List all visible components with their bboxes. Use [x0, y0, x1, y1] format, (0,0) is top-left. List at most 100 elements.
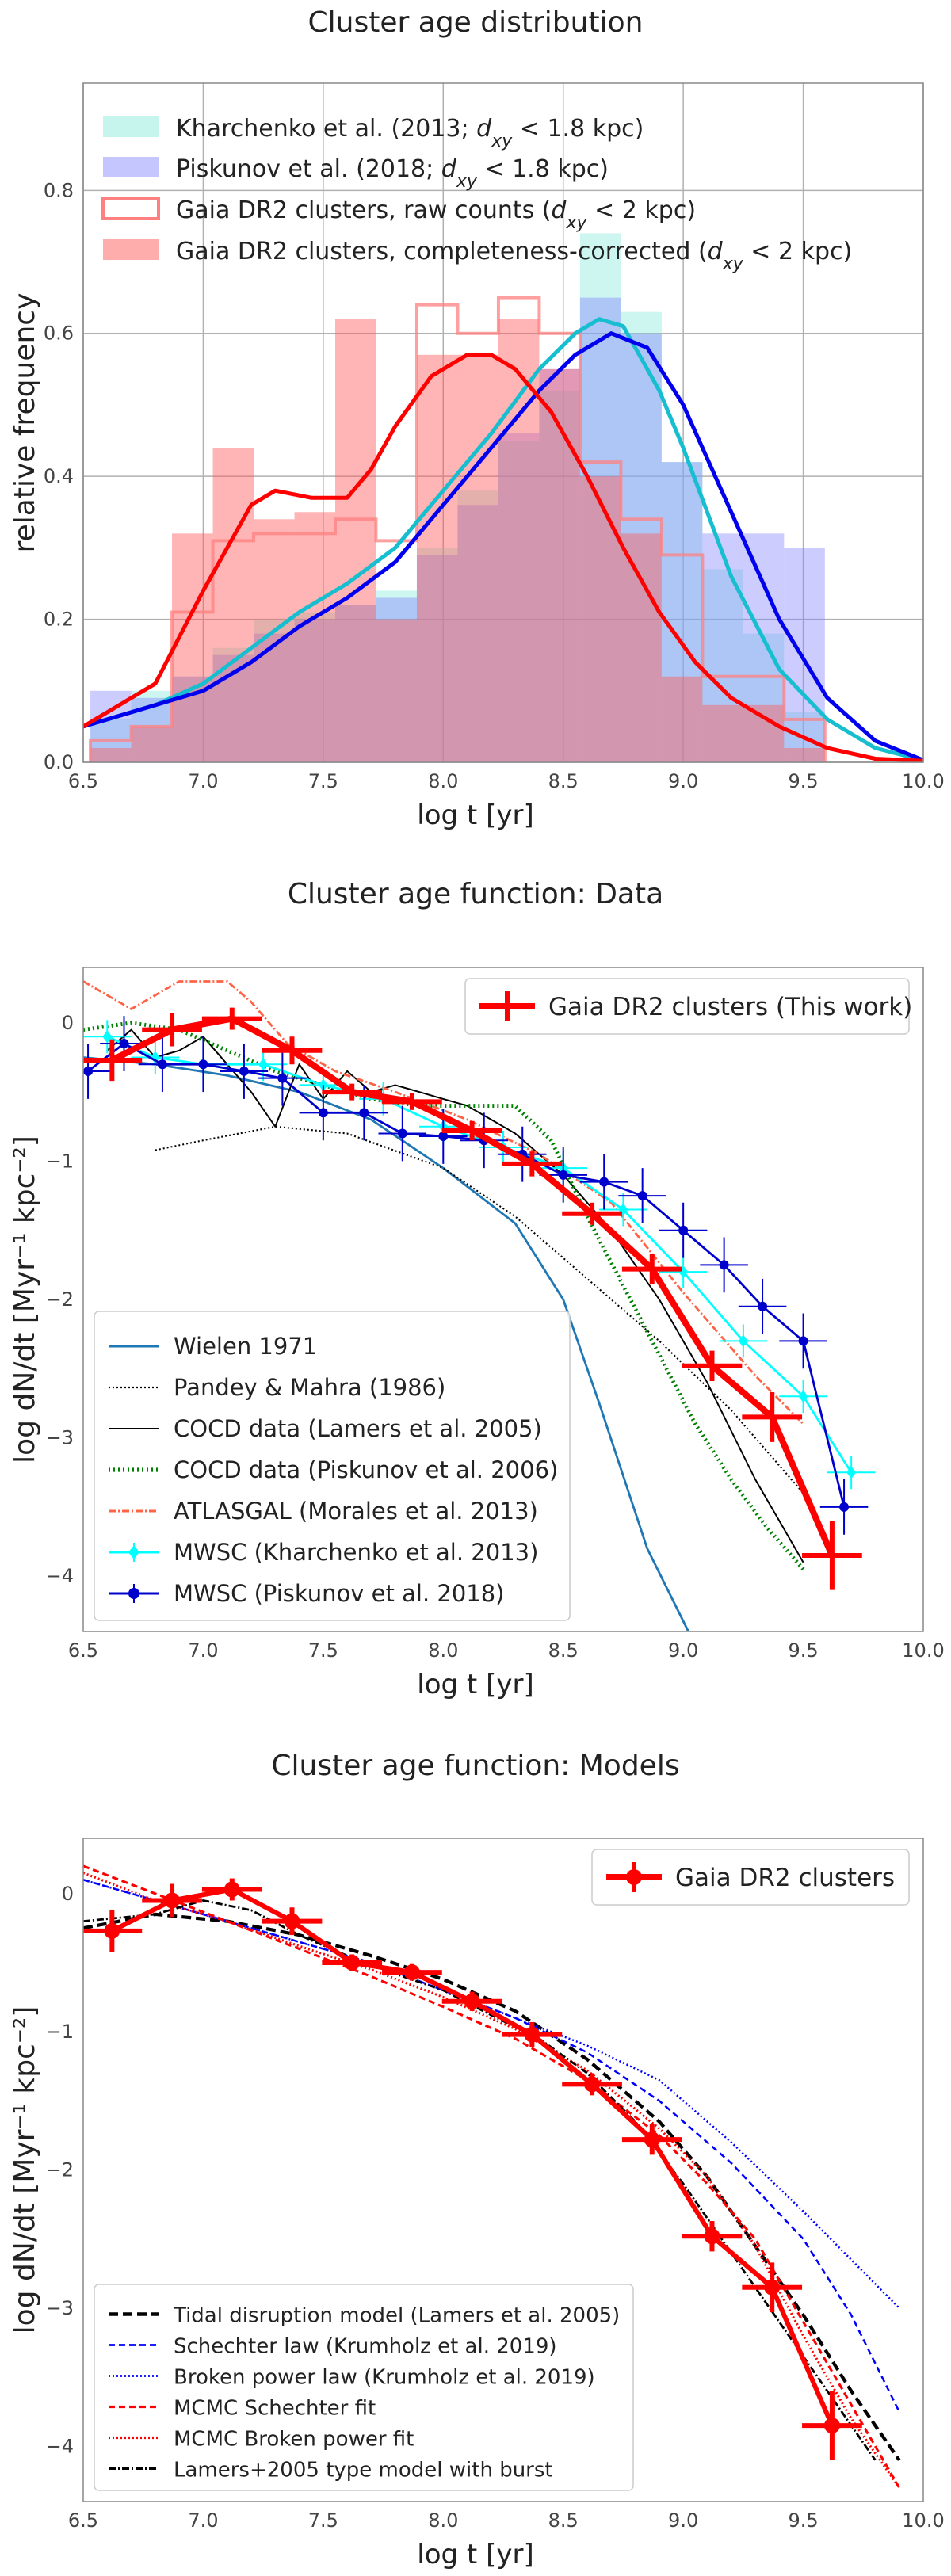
data-point [318, 1108, 328, 1118]
x-tick-label: 8.0 [428, 2509, 458, 2532]
series-line-2 [83, 1879, 900, 2309]
legend-swatch-2 [101, 197, 160, 220]
x-axis-label: log t [yr] [417, 1669, 533, 1700]
series-line-4 [83, 1872, 900, 2489]
legend-text-part: xy [566, 213, 588, 233]
legend-swatch-1 [103, 157, 158, 177]
chart-title: Cluster age function: Models [271, 1750, 679, 1782]
data-point [719, 1260, 729, 1270]
legend-label-6: MWSC (Piskunov et al. 2018) [174, 1580, 505, 1607]
hist-bar-3 [416, 354, 458, 762]
gaia-point [704, 2228, 720, 2245]
legend-text-part: xy [491, 132, 513, 151]
hist-bar-0 [416, 548, 458, 762]
y-tick-label: −1 [46, 2021, 74, 2043]
hist-bar-0 [376, 590, 417, 762]
x-tick-label: 9.5 [788, 770, 818, 792]
hist-bar-0 [294, 612, 335, 762]
hist-bar-3 [743, 704, 785, 762]
legend-label-1: Piskunov et al. (2018; dxy < 1.8 kpc) [176, 155, 609, 192]
chart-title: Cluster age distribution [308, 6, 644, 39]
legend-label-2: Gaia DR2 clusters, raw counts (dxy < 2 k… [176, 197, 696, 233]
data-point [359, 1108, 369, 1118]
plot-content [83, 1864, 901, 2489]
data-point [846, 1466, 857, 1479]
legend-swatch-gaia-dot [626, 1869, 642, 1885]
data-point [637, 1191, 647, 1201]
data-point [599, 1177, 609, 1187]
legend-bottom: Wielen 1971 Pandey & Mahra (1986) COCD dat… [94, 1311, 571, 1621]
x-tick-label: 9.5 [788, 2509, 818, 2532]
legend-label-4: ATLASGAL (Morales et al. 2013) [174, 1498, 538, 1525]
y-tick-label: −4 [46, 1565, 74, 1587]
hist-bar-0 [661, 462, 703, 762]
legend-swatch-3 [103, 239, 158, 260]
legend-label-3: MCMC Schechter fit [174, 2397, 376, 2421]
gaia-point [284, 1913, 300, 1929]
hist-bar-3 [661, 676, 703, 762]
hist-bar-3 [131, 726, 173, 762]
hist-bar-3 [457, 354, 498, 762]
legend-text-part: d [708, 238, 724, 265]
x-tick-label: 6.5 [68, 1639, 98, 1662]
legend-label-3: COCD data (Piskunov et al. 2006) [174, 1456, 558, 1483]
x-tick-label: 10.0 [902, 770, 944, 792]
hist-bar-1 [498, 433, 540, 762]
hist-bar-0 [457, 490, 498, 762]
legend-text-part: Piskunov et al. (2018; [176, 155, 441, 183]
y-tick-label: 0.8 [44, 179, 74, 201]
hist-bar-1 [784, 548, 825, 762]
hist-bar-0 [335, 605, 376, 762]
series-line-4 [83, 980, 804, 1425]
kde-curve-1 [83, 331, 923, 762]
hist-bar-0 [498, 441, 540, 762]
data-point [438, 1131, 449, 1141]
series-line-2 [106, 1028, 804, 1563]
gaia-point [584, 2076, 601, 2093]
legend-top: Gaia DR2 clusters (This work) [464, 978, 912, 1035]
legend-text-part: Gaia DR2 clusters, completeness-correcte… [176, 238, 708, 265]
hist-bar-3 [621, 533, 662, 762]
x-tick-label: 8.5 [548, 770, 579, 792]
x-tick-label: 6.5 [68, 770, 98, 792]
kde-curve-0 [83, 317, 923, 762]
series-line-6 [87, 1042, 846, 1508]
hist-bar-3 [498, 319, 540, 762]
y-tick-label: −4 [46, 2435, 74, 2457]
hist-bar-3 [784, 747, 825, 762]
hist-bar-3 [172, 533, 213, 762]
x-tick-label: 7.0 [188, 1639, 218, 1662]
hist-bar-1 [294, 619, 335, 762]
hist-bar-1 [621, 333, 662, 762]
data-point [83, 1066, 94, 1076]
gaia-point [464, 1993, 480, 2009]
gaia-point [164, 1892, 181, 1909]
hist-bar-3 [212, 448, 254, 762]
x-axis-label: log t [yr] [417, 800, 533, 831]
hist-bar-1 [661, 462, 703, 762]
legend-label-gaia: Gaia DR2 clusters (This work) [548, 993, 912, 1021]
gaia-point [104, 1922, 120, 1939]
y-axis-label: relative frequency [9, 293, 41, 553]
data-point [738, 1334, 748, 1348]
hist-bar-1 [335, 605, 376, 762]
hist-bar-3 [294, 512, 335, 762]
plot-frame [82, 1838, 924, 2502]
legend-label-0: Tidal disruption model (Lamers et al. 20… [173, 2304, 620, 2328]
plot-area [83, 83, 923, 762]
legend-text-part: d [441, 155, 457, 183]
data-point [758, 1301, 768, 1311]
x-tick-label: 7.5 [308, 2509, 338, 2532]
plot-frame [82, 82, 924, 763]
legend-label-5: MWSC (Kharchenko et al. 2013) [174, 1539, 538, 1566]
legend-text-part: Kharchenko et al. (2013; [176, 115, 476, 143]
x-tick-label: 10.0 [902, 1639, 944, 1662]
legend-label-1: Schechter law (Krumholz et al. 2019) [174, 2335, 557, 2359]
legend-text-part: d [476, 115, 492, 143]
data-point [558, 1170, 568, 1180]
legend-marker [128, 1588, 139, 1599]
plot-content [83, 980, 876, 1631]
y-tick-label: 0.2 [44, 609, 74, 631]
data-point [119, 1039, 129, 1049]
y-tick-label: 0.4 [44, 465, 74, 487]
